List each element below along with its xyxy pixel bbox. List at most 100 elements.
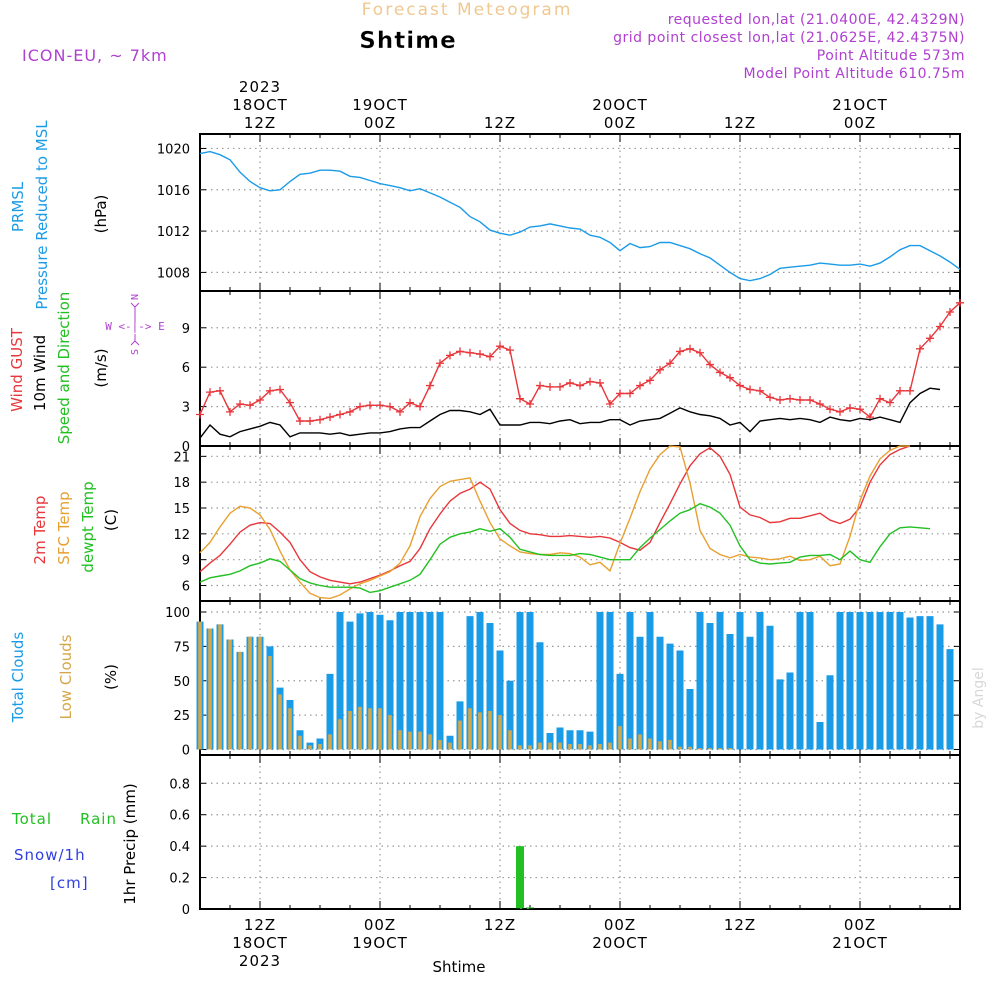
total-cloud-bar: [556, 727, 564, 750]
ytick-label: 100: [165, 606, 190, 621]
wind-gust-marker: [546, 382, 554, 391]
wind-gust-marker: [356, 402, 364, 411]
low-cloud-bar: [478, 712, 482, 750]
ytick-label: 3: [182, 401, 190, 416]
wind-gust-marker: [226, 407, 234, 416]
precip-frame: [199, 754, 961, 910]
low-cloud-bar: [258, 636, 262, 750]
wind-gust-marker: [476, 350, 484, 359]
low-cloud-bar: [718, 748, 722, 750]
wind-gust-marker: [916, 344, 924, 353]
wind-gust-marker: [306, 417, 314, 426]
low-cloud-bar: [428, 734, 432, 750]
top-time-label: 00Z: [844, 114, 876, 132]
total-cloud-bar: [806, 612, 814, 750]
temp-2m-line: [199, 445, 911, 585]
temperature-frame: [199, 445, 961, 602]
panels: 1008101210161020036969121518210255075100…: [157, 133, 964, 918]
wind-gust-marker: [766, 393, 774, 402]
wind-gust-marker: [596, 378, 604, 387]
ytick-label: 1008: [157, 266, 190, 281]
bottom-time-label: 21OCT: [832, 934, 888, 952]
total-cloud-bar: [646, 612, 654, 750]
wind-gust-marker: [856, 405, 864, 414]
low-cloud-bar: [238, 651, 242, 750]
wind-gust-marker: [876, 394, 884, 403]
wind-gust-marker: [246, 401, 254, 410]
ytick-label: 1020: [157, 142, 190, 157]
model-altitude: Model Point Altitude 610.75m: [744, 66, 965, 82]
ytick-label: 0: [182, 903, 190, 918]
ytick-label: 0.6: [169, 809, 190, 824]
low-cloud-bar: [698, 748, 702, 750]
wind-gust-marker: [316, 415, 324, 424]
wind-gust-marker: [466, 348, 474, 357]
total-cloud-bar: [586, 731, 594, 750]
total-cloud-bar: [616, 673, 624, 750]
ytick-label: 6: [182, 361, 190, 376]
low-cloud-bar: [728, 748, 732, 750]
wind-gust-marker: [886, 398, 894, 407]
total-cloud-bar: [526, 612, 534, 750]
bottom-time-label: 12Z: [484, 916, 516, 934]
low-cloud-bar: [418, 731, 422, 750]
low-cloud-bar: [638, 734, 642, 750]
total-cloud-bar: [636, 636, 644, 750]
compass-s: S: [130, 349, 141, 355]
clouds-panel: 0 25 50 75 100: [165, 600, 961, 759]
low-cloud-bar: [538, 742, 542, 750]
total-cloud-bar: [626, 612, 634, 750]
wind-gust-marker: [496, 342, 504, 351]
wind-gust-marker: [486, 352, 494, 361]
wind-gust-marker: [336, 410, 344, 419]
wind-gust-marker: [746, 385, 754, 394]
compass-ew: W <-|-> E: [105, 320, 165, 333]
top-time-label: 21OCT: [832, 96, 888, 114]
wind-10m-line: [199, 387, 941, 439]
total-cloud-bar: [406, 612, 414, 750]
ytick-label: 0: [182, 744, 190, 759]
bottom-caption: Shtime: [433, 958, 486, 976]
low-clouds-label: Low Clouds: [57, 634, 75, 719]
top-time-label: 12Z: [484, 114, 516, 132]
cloud-labels: Total Clouds Low Clouds (%): [9, 632, 120, 724]
total-cloud-bar: [816, 722, 824, 750]
low-cloud-bar: [308, 745, 312, 750]
pressure-line: [199, 150, 961, 282]
low-cloud-bar: [228, 639, 232, 750]
wind-gust-marker: [666, 359, 674, 368]
low-cloud-bar: [578, 744, 582, 750]
precip-labels: Total Rain Snow/1h [cm] 1hr Precip (mm): [11, 783, 139, 904]
temp-sfc-label: SFC Temp: [55, 491, 73, 564]
wind-gust-marker: [956, 298, 964, 307]
low-cloud-bar: [288, 708, 292, 750]
total-cloud-bar: [886, 612, 894, 750]
wind-gust-marker: [636, 381, 644, 390]
bottom-time-label: 20OCT: [592, 934, 648, 952]
ytick-label: 1016: [157, 184, 190, 199]
total-cloud-bar: [676, 650, 684, 750]
wind-dir-label: Speed and Direction: [55, 292, 73, 445]
low-cloud-bar: [248, 636, 252, 750]
ytick-label: 0.8: [169, 777, 190, 792]
total-cloud-bar: [696, 612, 704, 750]
low-cloud-bar: [518, 745, 522, 750]
total-cloud-bar: [466, 616, 474, 750]
low-cloud-bar: [298, 735, 302, 750]
wind-gust-marker: [216, 386, 224, 395]
temperature-panel: 6 9 12 15 18 21: [173, 445, 961, 602]
low-cloud-bar: [438, 739, 442, 750]
total-cloud-bar: [896, 612, 904, 750]
wind-unit: (m/s): [92, 348, 110, 387]
total-cloud-bar: [766, 625, 774, 750]
total-cloud-bar: [666, 643, 674, 750]
wind-gust-marker: [826, 405, 834, 414]
low-cloud-bar: [368, 708, 372, 750]
wind-gust-marker: [626, 389, 634, 398]
wind-gust-marker: [896, 386, 904, 395]
wind-gust-marker: [606, 399, 614, 408]
wind-gust-marker: [846, 403, 854, 412]
precip-total-label: Total: [11, 810, 52, 828]
ytick-label: 12: [173, 528, 190, 543]
